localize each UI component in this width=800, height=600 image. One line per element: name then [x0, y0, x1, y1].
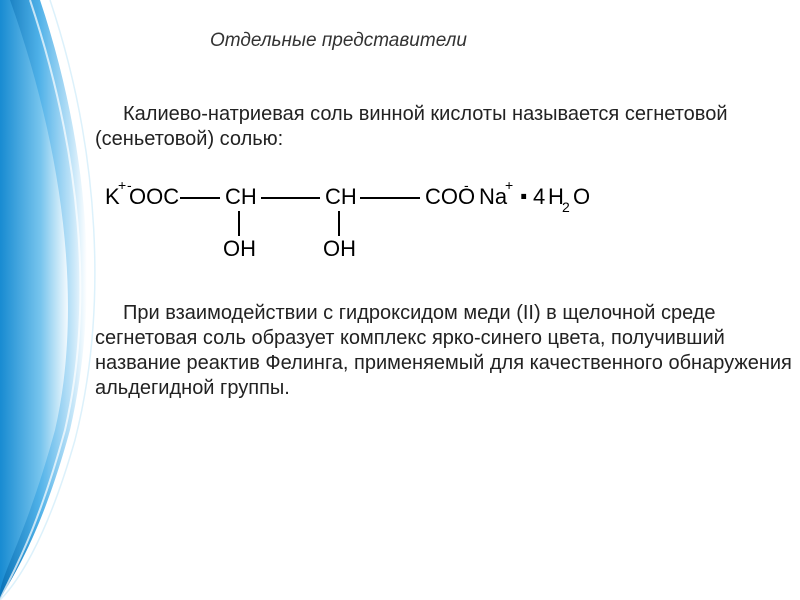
svg-text:+: + [118, 177, 126, 193]
svg-text:CH: CH [225, 184, 257, 209]
chemical-formula: K+OOC-CHCHCOO-Na+.4H2OOHOH [95, 166, 800, 266]
svg-text:2: 2 [562, 199, 570, 215]
svg-text:OH: OH [323, 236, 356, 261]
svg-text:4: 4 [533, 184, 545, 209]
svg-text:OOC: OOC [129, 184, 179, 209]
slide-title: Отдельные представители [210, 30, 800, 52]
slide: Отдельные представители Калиево-натриева… [0, 0, 800, 600]
svg-text:OH: OH [223, 236, 256, 261]
body-paragraph: При взаимодействии с гидроксидом меди (I… [95, 301, 800, 401]
svg-text:-: - [464, 177, 469, 193]
svg-text:-: - [127, 177, 132, 193]
svg-text:+: + [505, 177, 513, 193]
svg-text:.: . [519, 169, 528, 207]
slide-content: Отдельные представители Калиево-натриева… [95, 30, 800, 590]
svg-text:Na: Na [479, 184, 508, 209]
svg-text:CH: CH [325, 184, 357, 209]
svg-text:O: O [573, 184, 590, 209]
intro-paragraph: Калиево-натриевая соль винной кислоты на… [95, 102, 800, 152]
formula-svg: K+OOC-CHCHCOO-Na+.4H2OOHOH [95, 166, 605, 266]
